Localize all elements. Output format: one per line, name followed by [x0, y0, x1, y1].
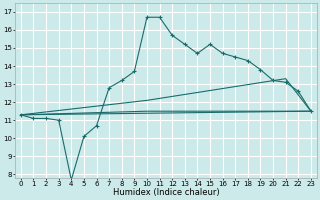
X-axis label: Humidex (Indice chaleur): Humidex (Indice chaleur): [113, 188, 219, 197]
